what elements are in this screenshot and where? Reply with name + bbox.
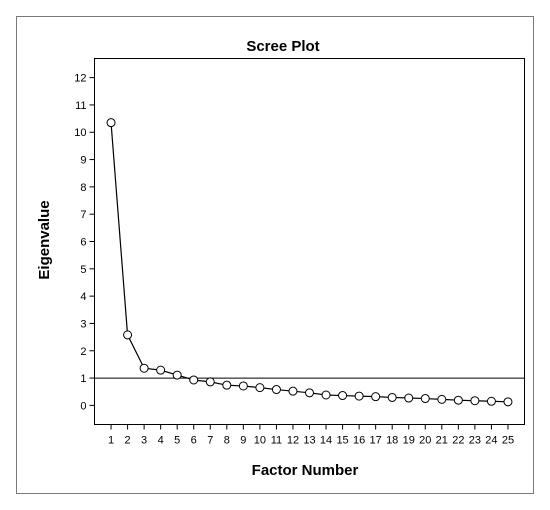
x-tick-label: 7 xyxy=(207,435,213,447)
data-point xyxy=(156,365,166,375)
y-tick-label: 9 xyxy=(80,155,86,167)
y-axis-title: Eigenvalue xyxy=(36,200,53,279)
x-tick-label: 5 xyxy=(174,435,180,447)
data-point xyxy=(371,392,381,402)
x-tick-label: 3 xyxy=(141,435,147,447)
x-tick-label: 11 xyxy=(271,435,282,447)
x-tick-label: 12 xyxy=(287,435,299,447)
data-point xyxy=(189,375,199,385)
y-tick-label: 6 xyxy=(80,237,86,249)
data-point xyxy=(338,391,348,401)
y-tick-label: 4 xyxy=(80,291,86,303)
data-point xyxy=(470,396,480,406)
data-point xyxy=(305,388,314,398)
x-tick-label: 19 xyxy=(403,435,415,447)
x-tick-label: 9 xyxy=(240,435,246,447)
y-tick-label: 0 xyxy=(80,400,86,412)
y-tick-label: 5 xyxy=(80,264,86,276)
data-point xyxy=(387,392,397,402)
data-point xyxy=(106,118,116,128)
x-tick-label: 20 xyxy=(419,435,431,447)
x-tick-label: 1 xyxy=(108,435,114,447)
data-point xyxy=(238,381,248,391)
x-tick-label: 4 xyxy=(158,435,164,447)
data-point xyxy=(404,393,414,403)
x-tick-label: 8 xyxy=(224,435,230,447)
data-point xyxy=(222,380,232,390)
outer-border xyxy=(16,16,534,494)
x-tick-label: 18 xyxy=(386,435,398,447)
x-tick-label: 2 xyxy=(125,435,131,447)
data-point xyxy=(139,363,149,373)
x-tick-label: 6 xyxy=(191,435,197,447)
x-tick-label: 15 xyxy=(336,435,348,447)
x-tick-label: 10 xyxy=(254,435,266,447)
data-point xyxy=(123,330,133,340)
x-tick-label: 22 xyxy=(452,435,464,447)
data-point xyxy=(420,394,430,404)
data-point xyxy=(255,383,265,393)
data-point xyxy=(271,385,281,395)
data-point xyxy=(321,390,331,400)
y-tick-label: 3 xyxy=(80,318,86,330)
data-point xyxy=(437,394,447,404)
y-tick-label: 1 xyxy=(80,373,86,385)
y-tick-label: 8 xyxy=(80,182,86,194)
x-tick-label: 16 xyxy=(353,435,365,447)
chart-title: Scree Plot xyxy=(246,38,319,55)
x-tick-label: 17 xyxy=(370,435,382,447)
x-axis-title: Factor Number xyxy=(252,462,359,479)
y-tick-label: 2 xyxy=(80,346,86,358)
data-point xyxy=(288,386,298,396)
eigenvalue-points xyxy=(106,118,513,407)
data-point xyxy=(453,395,463,405)
data-point xyxy=(172,370,182,380)
x-axis-ticks: 1 2 3 4 5 6 7 8 9 10 11 12 13 14 15 16 17 18 19 20 21 22 23 24 2… xyxy=(108,424,514,447)
x-tick-label: 23 xyxy=(469,435,481,447)
x-tick-label: 21 xyxy=(436,435,448,447)
x-tick-label: 24 xyxy=(485,435,497,447)
x-tick-label: 13 xyxy=(303,435,315,447)
x-tick-label: 14 xyxy=(320,435,332,447)
x-tick-label: 25 xyxy=(502,435,514,447)
data-point xyxy=(205,377,215,387)
y-tick-label: 11 xyxy=(75,100,86,112)
y-tick-label: 12 xyxy=(74,73,86,85)
data-point xyxy=(503,397,513,407)
y-tick-label: 10 xyxy=(74,127,86,139)
data-point xyxy=(486,396,496,406)
y-tick-label: 7 xyxy=(80,209,86,221)
data-point xyxy=(354,391,364,401)
